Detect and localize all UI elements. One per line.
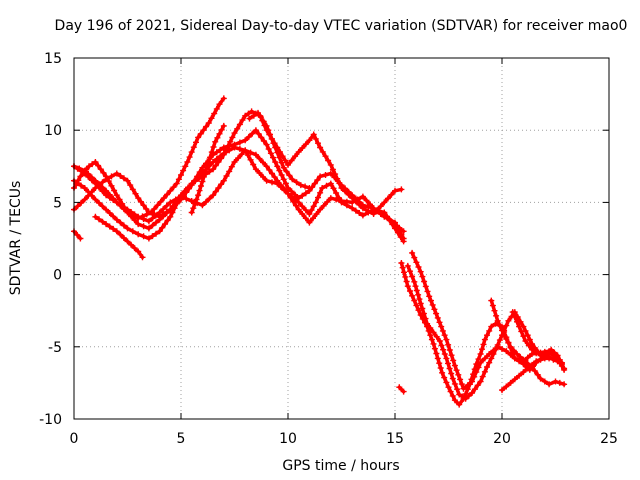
y-tick-label: 5: [53, 195, 62, 211]
series-track-16: [188, 122, 227, 216]
series-markers: [188, 122, 227, 216]
series-track-15: [246, 109, 313, 191]
series-track-10: [409, 249, 568, 392]
plot-frame: [73, 57, 610, 420]
series-line: [72, 148, 406, 234]
series-track-13: [509, 309, 565, 366]
plot-data: [71, 95, 568, 408]
y-axis-label: SDTVAR / TECUs: [8, 181, 24, 296]
series-line: [72, 128, 406, 241]
series-line: [93, 215, 145, 260]
series-line: [397, 385, 406, 394]
chart-title: Day 196 of 2021, Sidereal Day-to-day VTE…: [55, 18, 628, 34]
series-line: [510, 310, 564, 365]
x-tick-label: 20: [493, 431, 511, 447]
y-tick-label: -10: [39, 412, 62, 428]
series-track-6: [92, 213, 146, 261]
grid-lines: [74, 58, 609, 419]
axis-ticks: 0 5 10 15 20 25 -10 -5 0 5 10 15: [39, 51, 618, 447]
y-tick-label: 10: [44, 123, 62, 139]
y-tick-label: 0: [53, 268, 62, 284]
x-tick-label: 25: [600, 431, 618, 447]
series-markers: [488, 297, 568, 388]
y-tick-label: -5: [48, 340, 62, 356]
series-track-14: [396, 384, 407, 395]
x-axis-label: GPS time / hours: [282, 458, 399, 474]
series-markers: [246, 109, 313, 191]
series-markers: [92, 213, 146, 261]
x-tick-label: 0: [70, 431, 79, 447]
x-tick-label: 5: [177, 431, 186, 447]
series-markers: [409, 249, 568, 392]
series-markers: [396, 384, 407, 395]
x-tick-label: 15: [386, 431, 404, 447]
series-track-12: [488, 297, 568, 388]
y-tick-label: 15: [44, 51, 62, 67]
series-track-7: [71, 228, 84, 242]
series-markers: [509, 309, 565, 366]
x-tick-label: 10: [279, 431, 297, 447]
